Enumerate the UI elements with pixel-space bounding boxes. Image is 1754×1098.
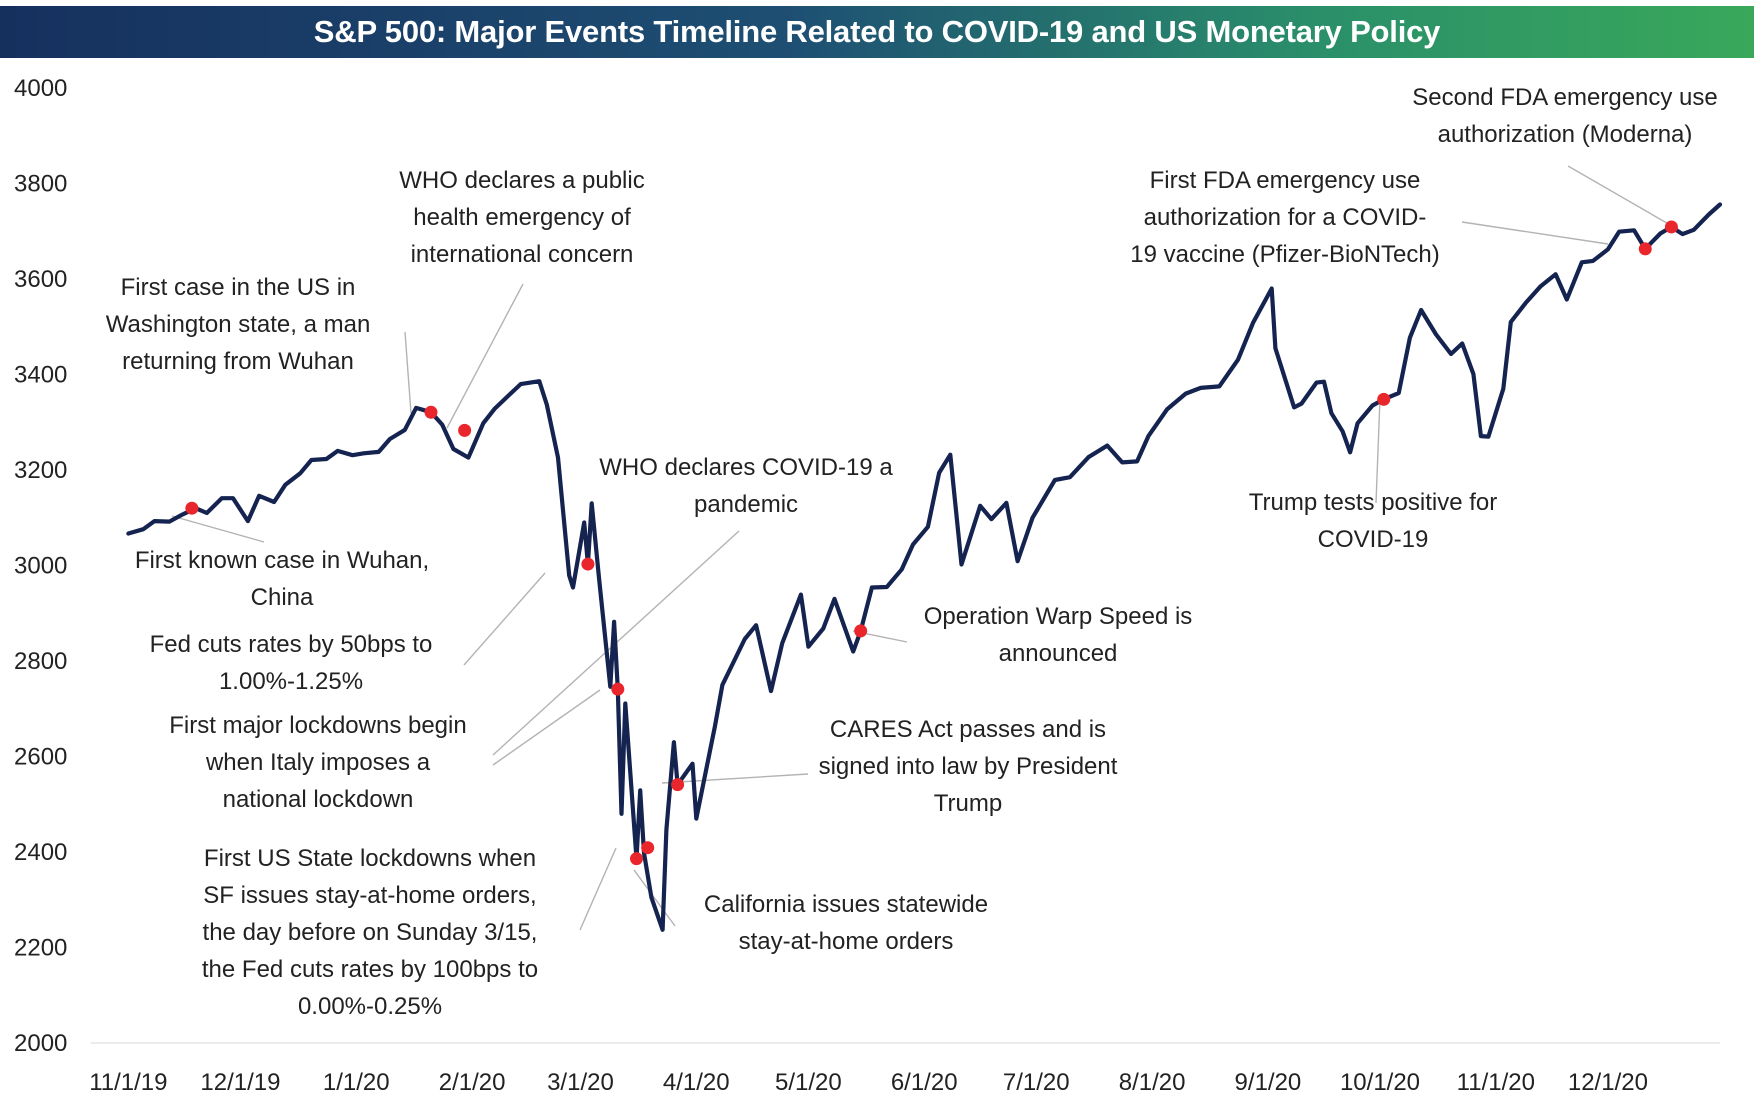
- annotation-leader-line: [446, 283, 524, 429]
- annotation-text: authorization for a COVID-: [1144, 204, 1427, 231]
- event-marker: [1664, 220, 1678, 234]
- event-marker: [185, 501, 199, 515]
- annotation-text: the Fed cuts rates by 100bps to: [202, 956, 538, 983]
- y-tick-label: 3200: [14, 457, 67, 484]
- annotation-text: COVID-19: [1318, 526, 1429, 553]
- annotation-text: signed into law by President: [819, 753, 1118, 780]
- event-marker: [611, 682, 625, 696]
- x-tick-label: 11/1/20: [1457, 1069, 1535, 1096]
- annotation-text: authorization (Moderna): [1438, 121, 1693, 148]
- y-tick-label: 2600: [14, 744, 67, 771]
- annotation-leader-line: [1461, 221, 1609, 245]
- annotation-text: national lockdown: [223, 786, 414, 813]
- annotation-text: announced: [999, 640, 1118, 667]
- sp500-series-line: [126, 202, 1723, 932]
- title-banner: [0, 6, 1754, 58]
- event-marker: [641, 841, 655, 855]
- x-tick-label: 12/1/19: [200, 1069, 280, 1096]
- annotation-text: First known case in Wuhan,: [135, 547, 429, 574]
- annotation-leader-line: [1567, 165, 1673, 227]
- y-tick-label: 2400: [14, 839, 67, 866]
- annotation-text: WHO declares a public: [399, 167, 644, 194]
- annotation-text: First case in the US in: [121, 274, 356, 301]
- annotation-leader-line: [661, 773, 809, 784]
- annotation-text: pandemic: [694, 491, 798, 518]
- annotation-text: health emergency of: [413, 204, 631, 231]
- annotation-leader-line: [404, 331, 412, 414]
- x-tick-label: 9/1/20: [1235, 1069, 1302, 1096]
- annotation-leader-line: [633, 869, 676, 927]
- chart-title: S&P 500: Major Events Timeline Related t…: [313, 14, 1441, 49]
- x-tick-label: 11/1/19: [89, 1069, 167, 1096]
- annotation-text: Trump: [934, 790, 1002, 817]
- event-marker: [424, 405, 438, 419]
- x-tick-label: 4/1/20: [663, 1069, 730, 1096]
- event-marker: [581, 557, 595, 571]
- annotation-text: 0.00%-0.25%: [298, 993, 442, 1020]
- annotation-text: Washington state, a man: [106, 311, 371, 338]
- annotation-leader-line: [579, 847, 617, 931]
- x-tick-label: 6/1/20: [891, 1069, 958, 1096]
- annotation-text: the day before on Sunday 3/15,: [203, 919, 538, 946]
- annotation-text: 19 vaccine (Pfizer-BioNTech): [1130, 241, 1439, 268]
- annotation-text: stay-at-home orders: [739, 928, 954, 955]
- annotation-text: Second FDA emergency use: [1412, 84, 1718, 111]
- annotation-text: 1.00%-1.25%: [219, 668, 363, 695]
- event-marker: [854, 624, 868, 638]
- event-marker: [458, 423, 472, 437]
- x-tick-label: 3/1/20: [547, 1069, 614, 1096]
- y-tick-label: 2000: [14, 1030, 67, 1057]
- y-tick-label: 3600: [14, 266, 67, 293]
- y-tick-label: 2200: [14, 935, 67, 962]
- annotation-text: when Italy imposes a: [205, 749, 431, 776]
- y-tick-label: 3400: [14, 362, 67, 389]
- y-tick-label: 4000: [14, 75, 67, 102]
- annotation-text: international concern: [411, 241, 634, 268]
- annotation-leader-line: [1375, 397, 1381, 504]
- x-tick-label: 5/1/20: [775, 1069, 842, 1096]
- event-marker: [629, 852, 643, 866]
- annotation-text: First US State lockdowns when: [204, 845, 536, 872]
- annotation-text: California issues statewide: [704, 891, 988, 918]
- x-tick-label: 12/1/20: [1568, 1069, 1648, 1096]
- annotation-text: CARES Act passes and is: [830, 716, 1106, 743]
- annotation-text: WHO declares COVID-19 a: [599, 454, 893, 481]
- annotation-text: SF issues stay-at-home orders,: [203, 882, 536, 909]
- x-tick-label: 10/1/20: [1340, 1069, 1420, 1096]
- annotation-text: First FDA emergency use: [1150, 167, 1421, 194]
- event-marker: [1377, 392, 1391, 406]
- annotation-text: Fed cuts rates by 50bps to: [150, 631, 433, 658]
- annotation-text: returning from Wuhan: [122, 348, 354, 375]
- annotation-leader-line: [171, 515, 265, 543]
- annotation-leader-line: [463, 572, 546, 666]
- annotation-text: First major lockdowns begin: [169, 712, 466, 739]
- event-marker: [671, 778, 685, 792]
- annotation-leader-line: [492, 689, 601, 766]
- x-tick-label: 7/1/20: [1003, 1069, 1070, 1096]
- annotation-text: Trump tests positive for: [1249, 489, 1498, 516]
- annotation-text: Operation Warp Speed is: [924, 603, 1193, 630]
- y-tick-label: 2800: [14, 648, 67, 675]
- x-tick-label: 1/1/20: [323, 1069, 390, 1096]
- annotation-text: China: [251, 584, 314, 611]
- x-tick-label: 2/1/20: [439, 1069, 506, 1096]
- event-marker: [1638, 242, 1652, 256]
- y-tick-label: 3800: [14, 171, 67, 198]
- y-tick-label: 3000: [14, 553, 67, 580]
- x-tick-label: 8/1/20: [1119, 1069, 1186, 1096]
